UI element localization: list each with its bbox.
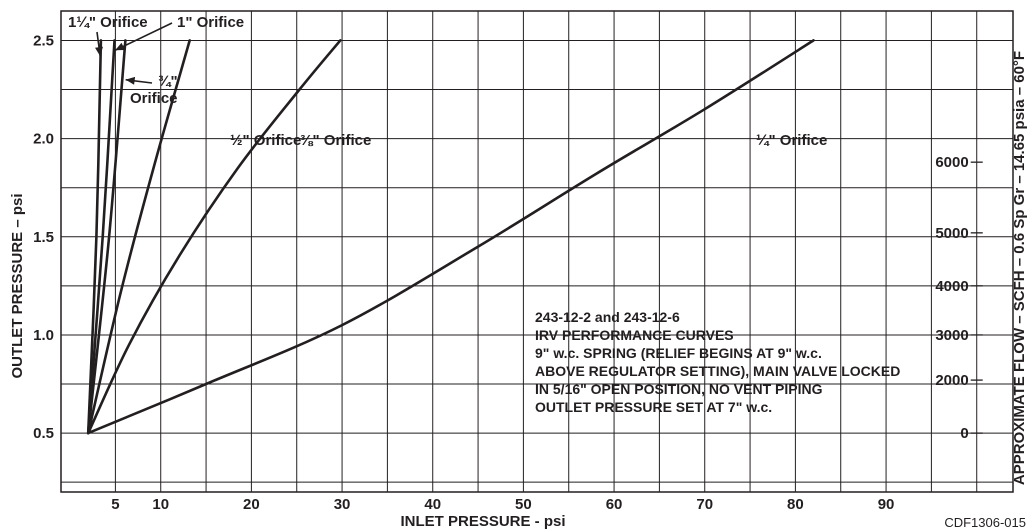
label-arrows	[95, 22, 173, 85]
note-line: IRV PERFORMANCE CURVES	[535, 327, 734, 343]
plot-frame	[60, 10, 1014, 493]
x-tick-label: 70	[696, 496, 713, 513]
x-tick-label: 20	[243, 496, 260, 513]
chart-note: 243-12-2 and 243-12-6 IRV PERFORMANCE CUR…	[535, 309, 900, 415]
x-tick-label: 80	[787, 496, 804, 513]
flow-tick-label: 0	[960, 425, 968, 442]
y-tick-label: 2.5	[33, 32, 54, 49]
arrow-head	[125, 76, 136, 85]
x-tick-label: 90	[878, 496, 895, 513]
x-tick-label: 60	[606, 496, 623, 513]
series-label: ¼" Orifice	[756, 132, 827, 149]
series-label: 1" Orifice	[177, 14, 244, 31]
x-axis-title: INLET PRESSURE - psi	[400, 513, 565, 530]
curves	[86, 39, 815, 435]
x-tick-label: 30	[334, 496, 351, 513]
flow-tick-label: 6000	[935, 154, 968, 171]
note-line: OUTLET PRESSURE SET AT 7" w.c.	[535, 399, 772, 415]
series-line	[86, 39, 103, 435]
series-label: 1¼" Orifice	[68, 14, 148, 31]
y-tick-label: 0.5	[33, 425, 54, 442]
x-tick-label: 10	[152, 496, 169, 513]
arrow-head	[115, 42, 125, 51]
figure-code: CDF1306-015	[944, 515, 1026, 530]
series-line	[86, 39, 191, 435]
series-label: ¾" Orifice	[130, 73, 178, 107]
flow-tick-label: 3000	[935, 327, 968, 344]
series-line	[86, 39, 127, 435]
y-tick-label: 2.0	[33, 131, 54, 148]
arrow-head	[95, 46, 103, 57]
x-tick-label: 50	[515, 496, 532, 513]
grid	[60, 10, 1014, 493]
y-tick-label: 1.5	[33, 229, 54, 246]
note-line: 243-12-2 and 243-12-6	[535, 309, 680, 325]
tick-labels: 5 10 20 30 40 50 60 70 80 90 0.5 1.0 1.5 2.0 2.5 0 2000 3…	[33, 32, 983, 513]
series-label: ⅜" Orifice	[300, 132, 371, 149]
series-line	[86, 39, 815, 435]
flow-tick-label: 5000	[935, 225, 968, 242]
note-line: IN 5/16" OPEN POSITION, NO VENT PIPING	[535, 381, 823, 397]
flow-axis-title: APPROXIMATE FLOW – SCFH – 0.6 Sp Gr – 14…	[1011, 51, 1028, 485]
flow-tick-label: 2000	[935, 372, 968, 389]
flow-tick-label: 4000	[935, 278, 968, 295]
x-tick-label: 5	[111, 496, 119, 513]
x-tick-label: 40	[424, 496, 441, 513]
note-line: ABOVE REGULATOR SETTING), MAIN VALVE LOC…	[535, 363, 900, 379]
series-line	[86, 39, 342, 435]
series-label: ½" Orifice	[230, 132, 301, 149]
y-tick-label: 1.0	[33, 327, 54, 344]
y-axis-title: OUTLET PRESSURE – psi	[9, 193, 26, 378]
label-arrow	[114, 22, 173, 51]
series-line	[86, 39, 116, 435]
note-line: 9" w.c. SPRING (RELIEF BEGINS AT 9" w.c.	[535, 345, 822, 361]
